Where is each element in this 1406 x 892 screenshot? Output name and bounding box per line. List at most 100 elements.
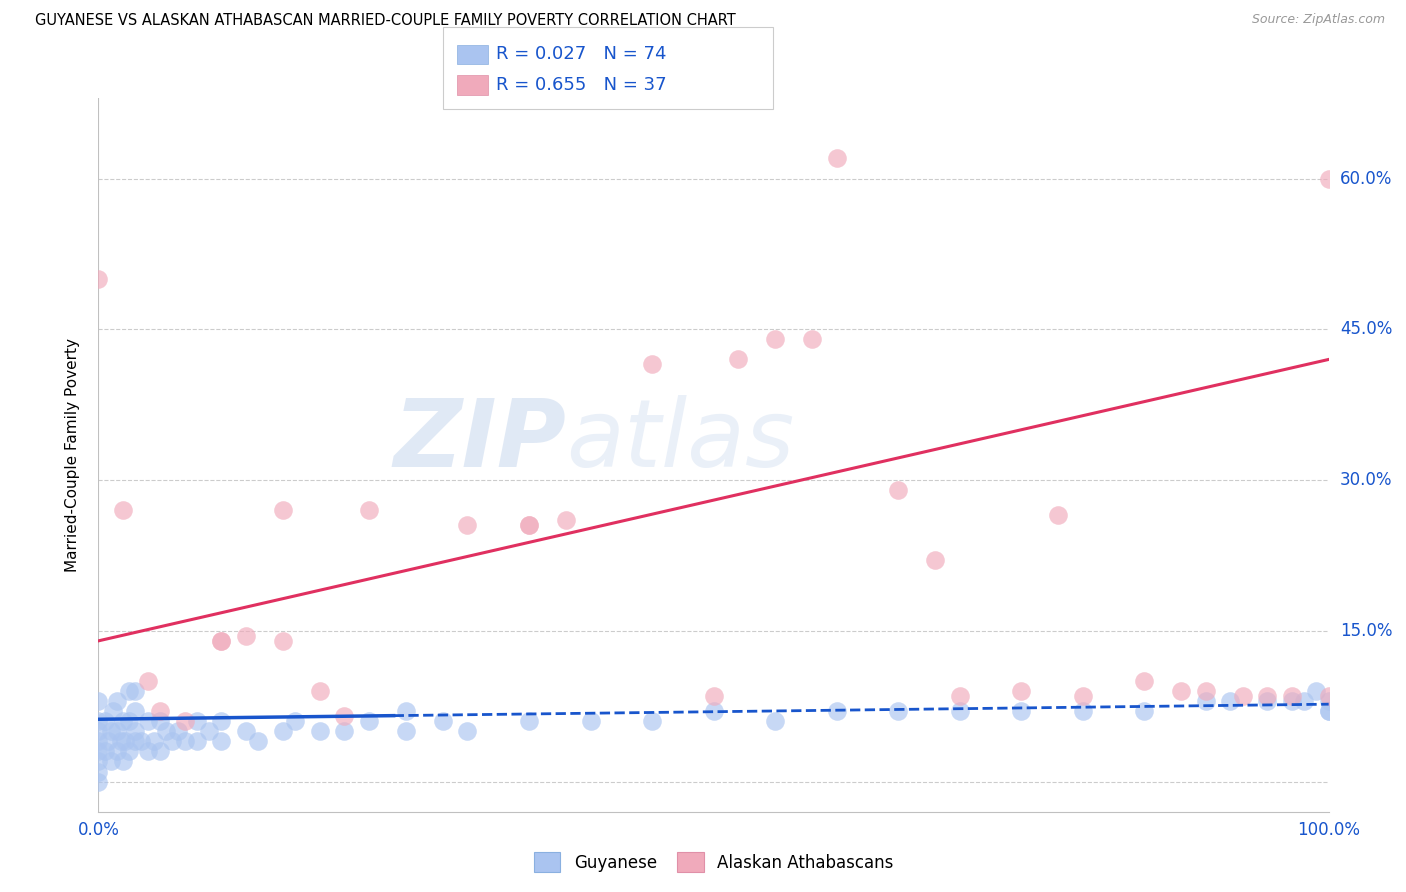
Point xyxy=(703,704,725,718)
Point xyxy=(136,714,159,729)
Point xyxy=(118,714,141,729)
Point xyxy=(173,734,195,748)
Point xyxy=(112,755,135,769)
Point xyxy=(271,724,294,739)
Point xyxy=(247,734,270,748)
Text: Source: ZipAtlas.com: Source: ZipAtlas.com xyxy=(1251,13,1385,27)
Point xyxy=(456,518,478,533)
Point xyxy=(136,744,159,758)
Point xyxy=(87,774,110,789)
Point xyxy=(97,734,120,748)
Point xyxy=(395,704,418,718)
Point xyxy=(801,332,824,346)
Point xyxy=(155,724,177,739)
Point xyxy=(142,734,165,748)
Point xyxy=(87,755,110,769)
Point xyxy=(1317,171,1340,186)
Text: 45.0%: 45.0% xyxy=(1340,320,1392,338)
Point xyxy=(1256,689,1278,703)
Point xyxy=(235,724,257,739)
Point xyxy=(87,724,110,739)
Point xyxy=(1317,689,1340,703)
Point xyxy=(359,714,381,729)
Text: 30.0%: 30.0% xyxy=(1340,471,1392,489)
Point xyxy=(186,734,208,748)
Point xyxy=(763,714,786,729)
Y-axis label: Married-Couple Family Poverty: Married-Couple Family Poverty xyxy=(65,338,80,572)
Point xyxy=(167,724,190,739)
Point xyxy=(887,483,910,497)
Point xyxy=(211,633,233,648)
Point xyxy=(727,352,749,367)
Point xyxy=(173,714,195,729)
Point xyxy=(87,744,110,758)
Point xyxy=(641,358,664,372)
Point xyxy=(271,633,294,648)
Point xyxy=(114,734,136,748)
Point xyxy=(1281,694,1303,708)
Point xyxy=(1256,694,1278,708)
Text: R = 0.027   N = 74: R = 0.027 N = 74 xyxy=(496,45,666,63)
Point xyxy=(309,684,332,698)
Point xyxy=(309,724,332,739)
Point xyxy=(1281,689,1303,703)
Point xyxy=(87,272,110,286)
Point xyxy=(395,724,418,739)
Point xyxy=(517,518,540,533)
Point xyxy=(1133,674,1156,689)
Point xyxy=(124,684,146,698)
Point xyxy=(579,714,602,729)
Point xyxy=(105,724,128,739)
Point xyxy=(93,714,115,729)
Point xyxy=(112,503,135,517)
Point xyxy=(432,714,454,729)
Point xyxy=(703,689,725,703)
Point xyxy=(100,755,122,769)
Point xyxy=(1010,704,1032,718)
Text: GUYANESE VS ALASKAN ATHABASCAN MARRIED-COUPLE FAMILY POVERTY CORRELATION CHART: GUYANESE VS ALASKAN ATHABASCAN MARRIED-C… xyxy=(35,13,735,29)
Point xyxy=(198,724,221,739)
Point xyxy=(887,704,910,718)
Point xyxy=(235,629,257,643)
Point xyxy=(517,518,540,533)
Point xyxy=(87,764,110,779)
Point xyxy=(1195,684,1218,698)
Point xyxy=(112,714,135,729)
Point xyxy=(124,724,146,739)
Point xyxy=(1305,684,1327,698)
Point xyxy=(949,689,972,703)
Point xyxy=(1294,694,1316,708)
Point xyxy=(124,704,146,718)
Point xyxy=(825,152,848,166)
Point xyxy=(131,734,153,748)
Point xyxy=(271,503,294,517)
Point xyxy=(1219,694,1241,708)
Point xyxy=(136,674,159,689)
Point xyxy=(1195,694,1218,708)
Point xyxy=(149,744,172,758)
Point xyxy=(517,714,540,729)
Point xyxy=(1133,704,1156,718)
Point xyxy=(100,724,122,739)
Point xyxy=(118,744,141,758)
Point xyxy=(1010,684,1032,698)
Point xyxy=(211,714,233,729)
Point xyxy=(1071,704,1094,718)
Point xyxy=(456,724,478,739)
Point xyxy=(333,709,356,723)
Point xyxy=(333,724,356,739)
Point xyxy=(162,734,183,748)
Text: R = 0.655   N = 37: R = 0.655 N = 37 xyxy=(496,76,666,94)
Point xyxy=(211,734,233,748)
Point xyxy=(1232,689,1254,703)
Text: ZIP: ZIP xyxy=(394,394,565,487)
Point xyxy=(87,734,110,748)
Point xyxy=(825,704,848,718)
Point xyxy=(1317,704,1340,718)
Point xyxy=(105,694,128,708)
Point xyxy=(284,714,307,729)
Text: atlas: atlas xyxy=(565,395,794,486)
Point xyxy=(1046,508,1070,523)
Point xyxy=(186,714,208,729)
Text: 15.0%: 15.0% xyxy=(1340,622,1392,640)
